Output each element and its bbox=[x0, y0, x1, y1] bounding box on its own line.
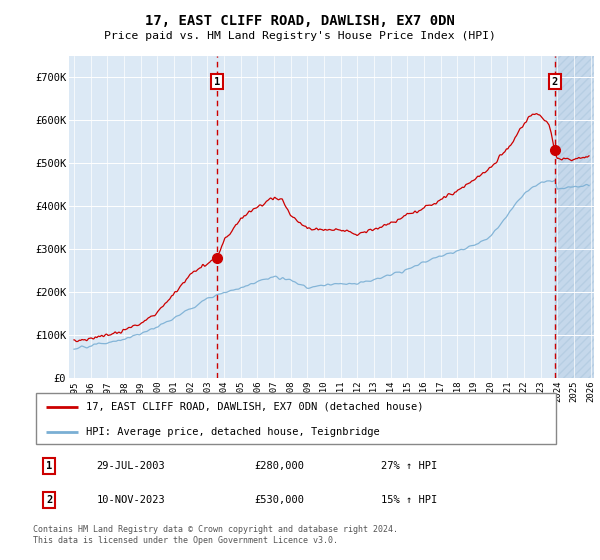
Text: 2: 2 bbox=[552, 77, 558, 87]
Text: HPI: Average price, detached house, Teignbridge: HPI: Average price, detached house, Teig… bbox=[86, 427, 380, 437]
Text: 10-NOV-2023: 10-NOV-2023 bbox=[97, 495, 165, 505]
Text: 2: 2 bbox=[46, 495, 52, 505]
Bar bbox=[555, 56, 596, 378]
Text: 29-JUL-2003: 29-JUL-2003 bbox=[97, 461, 165, 471]
Text: 1: 1 bbox=[46, 461, 52, 471]
Text: 17, EAST CLIFF ROAD, DAWLISH, EX7 0DN (detached house): 17, EAST CLIFF ROAD, DAWLISH, EX7 0DN (d… bbox=[86, 402, 424, 412]
Text: 15% ↑ HPI: 15% ↑ HPI bbox=[382, 495, 438, 505]
Text: £280,000: £280,000 bbox=[255, 461, 305, 471]
FancyBboxPatch shape bbox=[35, 393, 556, 444]
Text: £530,000: £530,000 bbox=[255, 495, 305, 505]
Text: 1: 1 bbox=[214, 77, 220, 87]
Bar bbox=[555, 56, 596, 378]
Text: Contains HM Land Registry data © Crown copyright and database right 2024.
This d: Contains HM Land Registry data © Crown c… bbox=[33, 525, 398, 545]
Text: 17, EAST CLIFF ROAD, DAWLISH, EX7 0DN: 17, EAST CLIFF ROAD, DAWLISH, EX7 0DN bbox=[145, 14, 455, 28]
Text: 27% ↑ HPI: 27% ↑ HPI bbox=[382, 461, 438, 471]
Text: Price paid vs. HM Land Registry's House Price Index (HPI): Price paid vs. HM Land Registry's House … bbox=[104, 31, 496, 41]
